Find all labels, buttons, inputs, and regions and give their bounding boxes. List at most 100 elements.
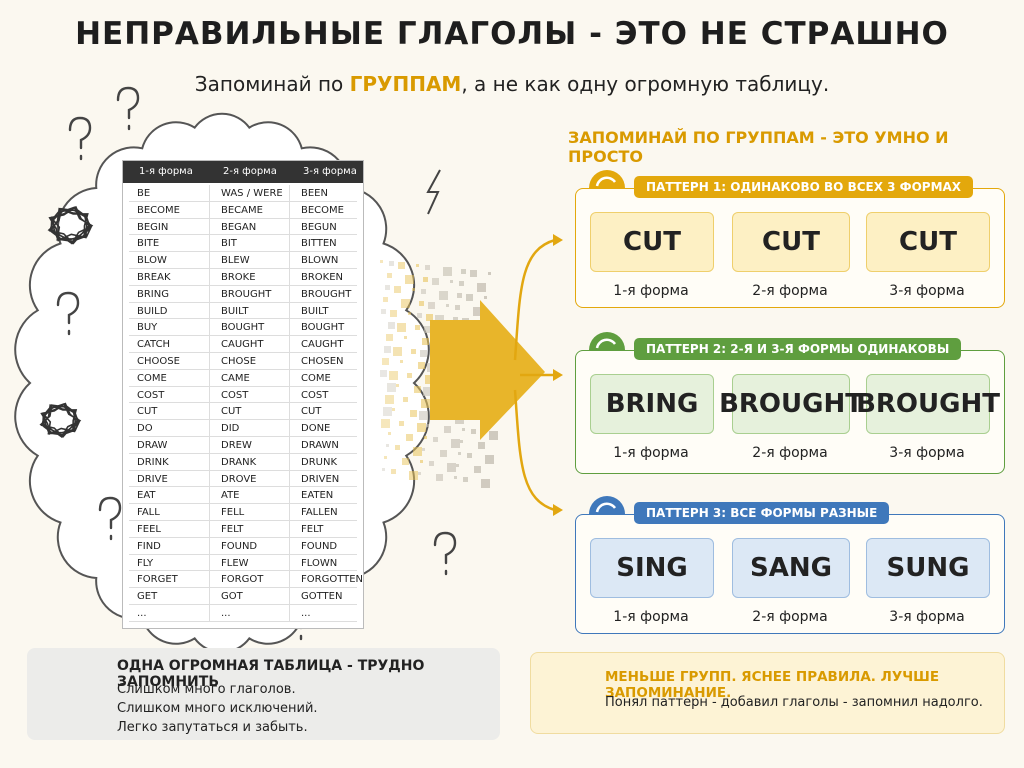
pixel <box>470 270 477 277</box>
pixel <box>386 444 389 447</box>
pixel <box>382 468 385 471</box>
table-cell: GET <box>137 591 158 603</box>
pixel <box>466 294 473 301</box>
pattern-title: ПАТТЕРН 2: 2-Я И 3-Я ФОРМЫ ОДИНАКОВЫ <box>634 338 962 360</box>
form-label: 2-я форма <box>752 283 828 299</box>
table-cell: FELL <box>221 507 245 519</box>
table-cell: FORGOTTEN <box>301 574 364 586</box>
table-cell: BROKE <box>221 272 256 283</box>
row-line <box>129 503 357 505</box>
pixel <box>453 317 458 322</box>
solution-box: МЕНЬШЕ ГРУПП. ЯСНЕЕ ПРАВИЛА. ЛУЧШЕ ЗАПОМ… <box>530 652 1005 734</box>
form-label: 3-я форма <box>889 445 965 461</box>
row-line <box>129 217 357 219</box>
table-cell: BITE <box>137 238 160 250</box>
row-line <box>129 419 357 421</box>
pixel <box>420 460 423 463</box>
verb-form: BRING <box>590 374 714 434</box>
subtitle-highlight: ГРУППАМ <box>349 72 462 96</box>
pixel <box>386 334 393 341</box>
table-cell: BUILT <box>301 305 329 317</box>
pixel <box>411 349 416 354</box>
table-cell: EATEN <box>301 490 334 502</box>
table-cell: FORGOT <box>221 574 264 586</box>
pixel <box>421 289 426 294</box>
question-mark <box>68 116 92 161</box>
table-cell: BECOME <box>137 204 180 216</box>
table-cell: CHOSE <box>221 356 257 367</box>
pixel <box>382 358 389 365</box>
pixel <box>424 326 431 333</box>
row-line <box>129 268 357 269</box>
table-cell: COME <box>137 372 167 384</box>
table-cell: BREAK <box>137 272 171 283</box>
row-line <box>129 352 357 353</box>
pixel <box>421 399 430 408</box>
pixel <box>458 452 461 455</box>
pixel <box>435 315 444 324</box>
row-line <box>129 436 357 437</box>
table-cell: BOUGHT <box>221 322 265 334</box>
row-line <box>129 570 357 572</box>
verb-form: SING <box>590 538 714 598</box>
table-cell: DRAW <box>137 440 168 451</box>
pixel <box>412 288 415 291</box>
pixel <box>451 439 460 448</box>
table-cell: ... <box>137 608 147 619</box>
pixel <box>422 448 425 451</box>
problem-box: ОДНА ОГРОМНАЯ ТАБЛИЦА - ТРУДНО ЗАПОМНИТЬ… <box>27 648 500 740</box>
pixel <box>398 262 405 269</box>
pixel <box>436 474 443 481</box>
pixel <box>418 472 421 475</box>
pixel <box>400 360 403 363</box>
table-cell: CAUGHT <box>301 339 344 351</box>
row-line <box>129 536 357 538</box>
pixel <box>420 350 427 357</box>
table-cell: ... <box>301 608 311 619</box>
table-cell: DRIVEN <box>301 473 340 485</box>
pixel <box>403 397 408 402</box>
row-line <box>129 604 357 605</box>
problem-line: Слишком много исключений. <box>117 701 318 716</box>
table-cell: DID <box>221 423 240 435</box>
table-cell: BE <box>137 188 151 199</box>
pixel <box>473 307 482 316</box>
table-cell: CATCH <box>137 339 171 351</box>
verb-form: CUT <box>590 212 714 272</box>
verb-form: BROUGHT <box>719 374 863 434</box>
subtitle-text: Запоминай по <box>194 72 350 96</box>
table-cell: BEGIN <box>137 221 169 233</box>
table-cell: BLOW <box>137 255 167 267</box>
branch-arrowhead <box>553 504 563 516</box>
row-line <box>129 620 357 622</box>
verb-form: SUNG <box>866 538 990 598</box>
solution-text: Понял паттерн - добавил глаголы - запомн… <box>605 695 983 710</box>
table-cell: GOTTEN <box>301 591 343 603</box>
pixel <box>380 260 383 263</box>
row-line <box>129 200 357 202</box>
pixel <box>423 387 432 396</box>
pixel <box>396 384 399 387</box>
pixel <box>408 312 411 315</box>
column-header: 1-я форма <box>139 166 193 177</box>
table-cell: FOUND <box>301 540 338 552</box>
pixel <box>471 429 476 434</box>
form-label: 2-я форма <box>752 609 828 625</box>
row-line <box>129 469 357 471</box>
pixel <box>402 458 409 465</box>
table-cell: FELT <box>301 524 324 535</box>
form-label: 1-я форма <box>613 445 689 461</box>
row-line <box>129 587 357 589</box>
pixel <box>394 286 401 293</box>
table-cell: DREW <box>221 440 252 451</box>
pixel <box>381 309 386 314</box>
problem-line: Легко запутаться и забыть. <box>117 720 308 735</box>
branch-arrowhead <box>553 234 563 246</box>
pixel <box>461 269 466 274</box>
branch-arrow <box>513 389 556 512</box>
pixel <box>401 299 410 308</box>
pixel <box>422 338 429 345</box>
table-cell: BLOWN <box>301 255 339 267</box>
